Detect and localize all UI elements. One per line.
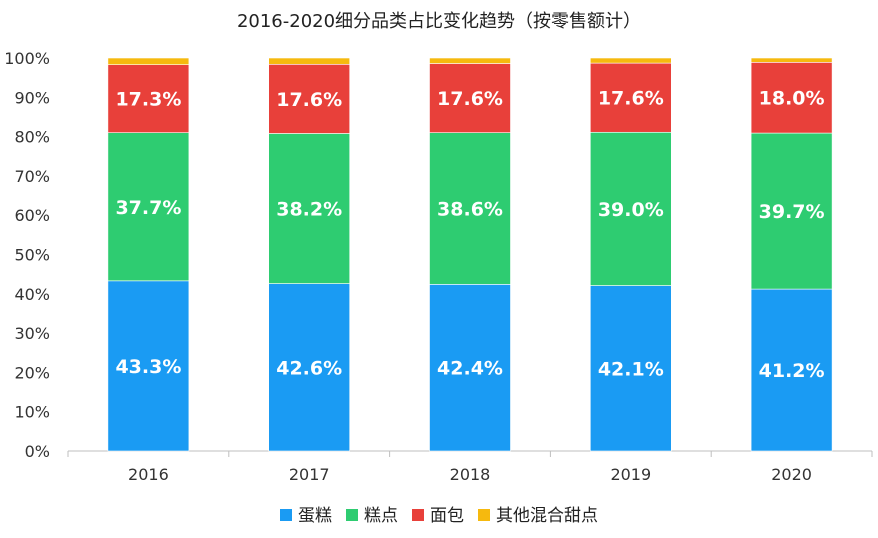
bar-segment-糕点: [589, 131, 672, 286]
bar-segment-蛋糕: [268, 283, 351, 452]
data-label: 17.3%: [115, 89, 181, 111]
y-tick-label: 50%: [14, 246, 50, 265]
legend-swatch: [346, 509, 358, 521]
legend: 蛋糕 糕点 面包 其他混合甜点: [280, 506, 598, 526]
y-axis: 0% 10% 20% 30% 40% 50% 60% 70% 80% 90% 100%: [4, 49, 50, 461]
legend-label: 糕点: [364, 506, 398, 526]
bar-segment-其他混合甜点: [107, 57, 190, 65]
bars-group: 43.3% 37.7% 17.3% 42.6% 38.2% 17.6% 42.4% 38.6%…: [107, 57, 833, 452]
bar-segment-糕点: [429, 132, 511, 285]
bar-segment-其他混合甜点: [268, 57, 351, 65]
legend-label: 其他混合甜点: [496, 506, 598, 526]
data-label: 17.6%: [437, 88, 503, 110]
bar-segment-蛋糕: [750, 288, 833, 452]
data-label: 39.7%: [759, 201, 825, 223]
data-label: 41.2%: [759, 360, 825, 382]
bar-segment-其他混合甜点: [429, 57, 511, 64]
data-label: 39.0%: [598, 199, 664, 221]
data-label: 17.6%: [276, 89, 342, 111]
data-label: 43.3%: [115, 356, 181, 378]
y-tick-label: 40%: [14, 285, 50, 304]
bar-segment-面包: [589, 62, 672, 133]
y-tick-label: 100%: [4, 49, 50, 68]
legend-swatch: [280, 509, 292, 521]
x-tick-label: 2016: [128, 465, 169, 484]
y-tick-label: 10%: [14, 403, 50, 422]
bar-segment-糕点: [268, 133, 351, 284]
data-label: 42.4%: [437, 358, 503, 380]
bar-segment-蛋糕: [107, 280, 190, 452]
data-label: 37.7%: [115, 197, 181, 219]
bar-segment-面包: [429, 63, 511, 133]
y-tick-label: 60%: [14, 206, 50, 225]
bar-segment-蛋糕: [589, 285, 672, 452]
x-tick-label: 2020: [771, 465, 812, 484]
data-label: 17.6%: [598, 88, 664, 110]
y-tick-label: 0%: [25, 442, 50, 461]
data-label: 42.1%: [598, 358, 664, 380]
legend-swatch: [412, 509, 424, 521]
data-label: 38.6%: [437, 199, 503, 221]
legend-label: 蛋糕: [298, 506, 332, 526]
bar-segment-其他混合甜点: [750, 57, 833, 63]
bar-segment-其他混合甜点: [589, 57, 672, 64]
bar-segment-面包: [750, 62, 833, 134]
legend-label: 面包: [430, 506, 464, 526]
x-tick-label: 2019: [610, 465, 651, 484]
bar-segment-面包: [268, 63, 351, 134]
data-label: 18.0%: [759, 88, 825, 110]
x-tick-label: 2017: [289, 465, 330, 484]
y-tick-label: 80%: [14, 128, 50, 147]
legend-swatch: [478, 509, 490, 521]
bar-segment-糕点: [750, 132, 833, 290]
bar-segment-糕点: [107, 132, 190, 282]
y-tick-label: 70%: [14, 167, 50, 186]
y-tick-label: 30%: [14, 324, 50, 343]
x-axis: 2016 2017 2018 2019 2020: [67, 450, 873, 484]
x-tick-label: 2018: [450, 465, 491, 484]
bar-segment-面包: [107, 64, 190, 133]
y-tick-label: 90%: [14, 88, 50, 107]
data-label: 38.2%: [276, 199, 342, 221]
bar-segment-蛋糕: [429, 284, 511, 452]
chart-title: 2016-2020细分品类占比变化趋势（按零售额计）: [237, 11, 641, 32]
data-label: 42.6%: [276, 357, 342, 379]
y-tick-label: 20%: [14, 363, 50, 382]
